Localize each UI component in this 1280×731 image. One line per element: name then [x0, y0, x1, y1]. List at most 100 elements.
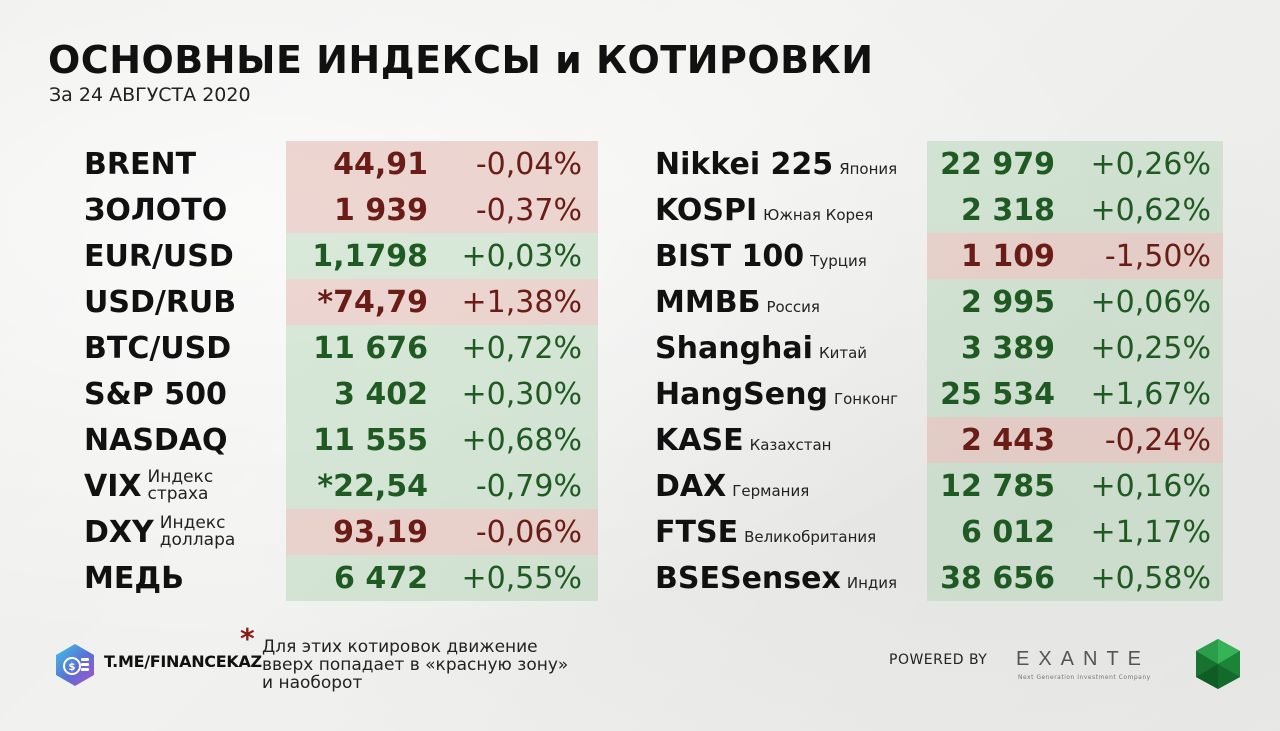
ticker-label: DAX — [655, 468, 727, 504]
quote-change: +0,62% — [1090, 192, 1211, 228]
ticker-description-line: Индекс — [147, 467, 214, 487]
ticker-description: Китай — [818, 344, 868, 362]
ticker-description-line: Индекс — [159, 513, 226, 533]
quote-value: 11 555 — [313, 422, 428, 458]
quote-cell: 1 939 -0,37% — [286, 187, 598, 233]
footnote-line: и наоборот — [262, 673, 363, 693]
footnote-line: вверх попадает в «красную зону» — [262, 655, 569, 675]
quote-name: BIST 100 Турция — [655, 233, 867, 279]
quote-cell: 3 402 +0,30% — [286, 371, 598, 417]
ticker-label: BIST 100 — [655, 238, 805, 274]
ticker-description: Великобритания — [744, 528, 877, 546]
quote-cell: 25 534 +1,67% — [927, 371, 1223, 417]
ticker-label: NASDAQ — [84, 422, 228, 458]
quote-value: 93,19 — [333, 514, 428, 550]
quote-change: +1,67% — [1090, 376, 1211, 412]
ticker-label: S&P 500 — [84, 376, 227, 412]
footnote-line: Для этих котировок движение — [262, 637, 538, 657]
quote-name: МЕДЬ — [84, 555, 184, 601]
ticker-description-line: доллара — [159, 530, 236, 550]
ticker-description: Россия — [766, 298, 820, 316]
quote-change: -0,37% — [475, 192, 582, 228]
ticker-description: Турция — [810, 252, 867, 270]
quote-change: +1,38% — [461, 284, 582, 320]
quote-value: *74,79 — [317, 284, 428, 320]
quote-value: 1 939 — [334, 192, 428, 228]
quote-value: 11 676 — [313, 330, 428, 366]
quote-cell: 93,19 -0,06% — [286, 509, 598, 555]
ticker-label: EUR/USD — [84, 238, 234, 274]
quote-cell: *22,54 -0,79% — [286, 463, 598, 509]
ticker-description: Германия — [732, 482, 810, 500]
ticker-description: Индекс доллара — [160, 515, 236, 549]
ticker-description: Южная Корея — [763, 206, 874, 224]
quote-value: 22 979 — [940, 146, 1055, 182]
quote-change: +0,06% — [1090, 284, 1211, 320]
quote-cell: 11 676 +0,72% — [286, 325, 598, 371]
brand-name: EXANTE — [1016, 648, 1151, 670]
quote-cell: 22 979 +0,26% — [927, 141, 1223, 187]
ticker-label: ЗОЛОТО — [84, 192, 228, 228]
quote-change: +0,58% — [1090, 560, 1211, 596]
ticker-label: USD/RUB — [84, 284, 237, 320]
quote-change: +0,55% — [461, 560, 582, 596]
quote-cell: 2 318 +0,62% — [927, 187, 1223, 233]
ticker-label: Nikkei 225 — [655, 146, 834, 182]
ticker-label: BSESensex — [655, 560, 841, 596]
quote-cell: 2 995 +0,06% — [927, 279, 1223, 325]
quote-cell: 1 109 -1,50% — [927, 233, 1223, 279]
quote-cell: 2 443 -0,24% — [927, 417, 1223, 463]
quote-value: 3 389 — [961, 330, 1055, 366]
ticker-description: Гонконг — [833, 390, 899, 408]
quote-value: 12 785 — [940, 468, 1055, 504]
quote-cell: 6 472 +0,55% — [286, 555, 598, 601]
quote-change: -0,24% — [1104, 422, 1211, 458]
page-subtitle: За 24 АВГУСТА 2020 — [49, 84, 251, 106]
quote-name: ММВБ Россия — [655, 279, 820, 325]
quote-cell: 44,91 -0,04% — [286, 141, 598, 187]
quote-cell: 3 389 +0,25% — [927, 325, 1223, 371]
quote-value: 44,91 — [333, 146, 428, 182]
quote-name: VIX Индекс страха — [84, 463, 213, 509]
quote-change: +0,16% — [1090, 468, 1211, 504]
quote-name: USD/RUB — [84, 279, 236, 325]
quote-name: EUR/USD — [84, 233, 234, 279]
svg-text:$: $ — [69, 662, 76, 673]
quote-name: BSESensex Индия — [655, 555, 897, 601]
quote-value: 3 402 — [334, 376, 428, 412]
ticker-label: KASE — [655, 422, 744, 458]
quote-cell: 1,1798 +0,03% — [286, 233, 598, 279]
quote-value: 6 012 — [961, 514, 1055, 550]
quote-change: +0,72% — [461, 330, 582, 366]
emerald-gem-icon — [1196, 639, 1240, 689]
ticker-label: KOSPI — [655, 192, 758, 228]
ticker-description-line: страха — [147, 484, 209, 504]
quote-value: 2 443 — [961, 422, 1055, 458]
quote-change: -1,50% — [1104, 238, 1211, 274]
ticker-description: Индия — [846, 574, 898, 592]
page-title: ОСНОВНЫЕ ИНДЕКСЫ и КОТИРОВКИ — [48, 38, 874, 82]
quote-change: +0,68% — [461, 422, 582, 458]
quote-value: 6 472 — [334, 560, 428, 596]
footnote-asterisk: * — [240, 622, 255, 655]
quote-value: 1,1798 — [312, 238, 428, 274]
quote-name: Shanghai Китай — [655, 325, 867, 371]
quote-change: +0,03% — [461, 238, 582, 274]
ticker-label: BRENT — [84, 146, 197, 182]
quote-cell: 12 785 +0,16% — [927, 463, 1223, 509]
powered-by-label: POWERED BY — [889, 652, 988, 668]
quote-change: +0,30% — [461, 376, 582, 412]
quote-value: 2 995 — [961, 284, 1055, 320]
telegram-channel-link[interactable]: T.ME/FINANCEKAZ — [104, 652, 262, 671]
quote-change: -0,04% — [475, 146, 582, 182]
ticker-label: МЕДЬ — [84, 560, 184, 596]
quote-value: 38 656 — [940, 560, 1055, 596]
quote-name: Nikkei 225 Япония — [655, 141, 897, 187]
quote-value: 1 109 — [961, 238, 1055, 274]
quote-value: 25 534 — [940, 376, 1055, 412]
quote-change: +0,26% — [1090, 146, 1211, 182]
ticker-description: Индекс страха — [148, 469, 214, 503]
quote-name: BTC/USD — [84, 325, 231, 371]
quote-change: +1,17% — [1090, 514, 1211, 550]
ticker-label: BTC/USD — [84, 330, 232, 366]
